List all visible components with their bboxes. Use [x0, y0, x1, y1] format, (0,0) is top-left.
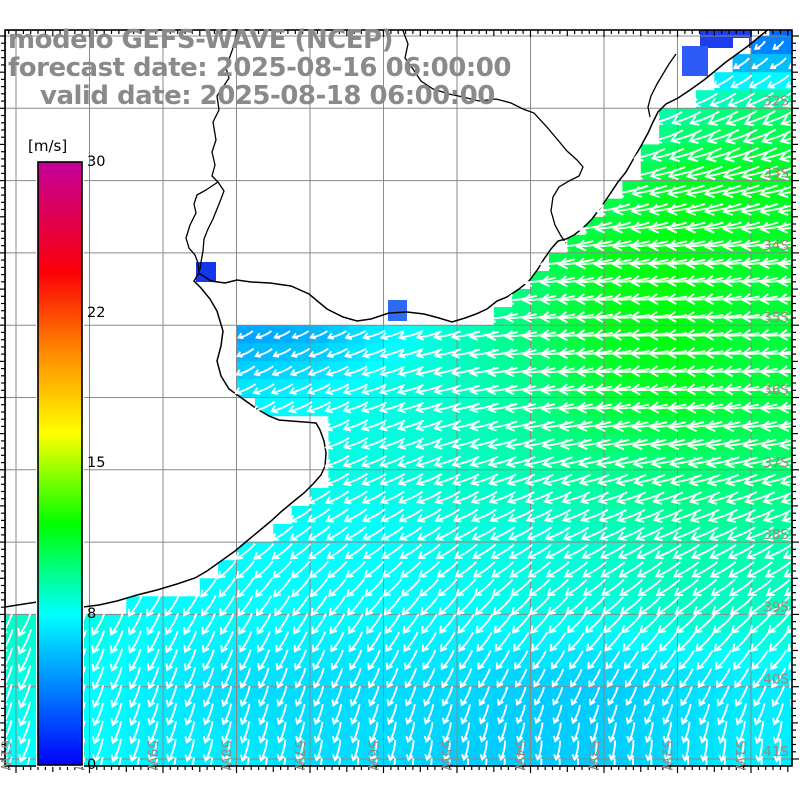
colorbar: [m/s] 30 22 15 8 0 — [28, 137, 105, 773]
colorbar-tick-label: 0 — [87, 757, 96, 773]
lat-label: 35S — [763, 310, 789, 326]
lon-label: 51W — [732, 740, 748, 771]
lon-label: 53W — [585, 740, 601, 771]
wind-direction-arrows — [5, 30, 792, 766]
lat-label: 41S — [763, 744, 789, 760]
lat-label: 39S — [763, 599, 789, 615]
lon-label: 61W — [0, 740, 13, 771]
lon-label: 56W — [365, 740, 381, 771]
colorbar-tick-label: 22 — [87, 305, 105, 321]
lon-label: 57W — [291, 740, 307, 771]
lon-label: 58W — [218, 740, 234, 771]
land-mass — [5, 28, 770, 607]
graticule-lines — [5, 30, 792, 766]
lat-label: 32S — [763, 93, 789, 109]
lat-label: 37S — [763, 455, 789, 471]
colorbar-tick-label: 30 — [87, 154, 105, 170]
lon-label: 59W — [144, 740, 160, 771]
lat-label: 40S — [763, 672, 789, 688]
lagoon-estuary-cells — [196, 30, 752, 321]
lat-label: 34S — [763, 238, 789, 254]
map-frame-ticks — [0, 29, 799, 773]
graticule-labels: 32S33S34S35S36S37S38S39S40S41S61W60W59W5… — [0, 93, 789, 770]
colorbar-gradient — [37, 161, 83, 766]
colorbar-tick-label: 15 — [87, 455, 105, 471]
lat-label: 33S — [763, 166, 789, 182]
lon-label: 54W — [512, 740, 528, 771]
colorbar-tick-label: 8 — [87, 606, 96, 622]
lat-label: 36S — [763, 383, 789, 399]
lat-label: 38S — [763, 527, 789, 543]
colorbar-units-label: [m/s] — [28, 137, 67, 155]
lon-label: 52W — [659, 740, 675, 771]
lon-label: 55W — [438, 740, 454, 771]
